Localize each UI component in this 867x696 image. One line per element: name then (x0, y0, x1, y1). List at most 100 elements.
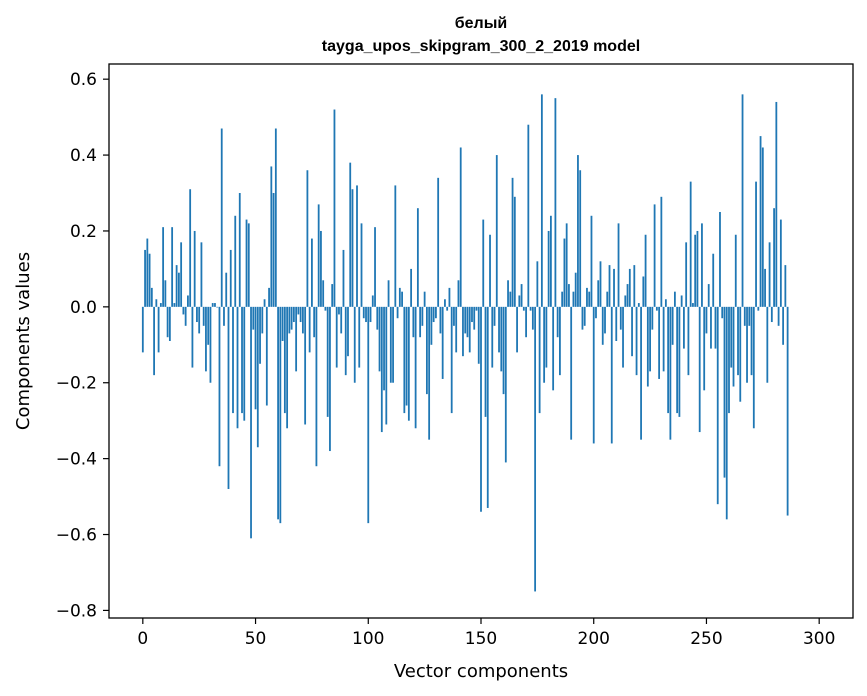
bar (392, 306, 394, 383)
bar (155, 299, 158, 307)
bar (737, 306, 739, 376)
y-tick-label: −0.8 (56, 601, 97, 621)
y-axis-label: Components values (13, 252, 34, 430)
bar (664, 299, 667, 307)
bar (416, 208, 419, 307)
bar (678, 306, 681, 417)
bar (423, 291, 426, 307)
bar (531, 306, 534, 330)
bar (716, 306, 719, 505)
bar (292, 306, 295, 323)
bar (254, 306, 257, 410)
bar (640, 306, 642, 440)
bar (746, 306, 748, 383)
bar (290, 306, 293, 330)
bar (484, 306, 487, 417)
bar (714, 306, 717, 349)
bar (779, 219, 782, 307)
bar (529, 306, 532, 311)
y-tick-label: 0.6 (70, 70, 97, 90)
bar (712, 253, 715, 307)
bar (171, 227, 174, 307)
bar (360, 223, 363, 307)
bar (651, 306, 654, 330)
y-tick-label: −0.6 (56, 526, 97, 546)
bar (180, 242, 183, 307)
bar (552, 306, 555, 391)
bar (283, 306, 286, 414)
bar (703, 306, 706, 391)
bar (141, 306, 144, 353)
bar (644, 234, 647, 307)
bar (543, 306, 546, 383)
bar (764, 268, 766, 307)
bar (739, 306, 742, 402)
bar (374, 227, 376, 307)
bar (378, 306, 381, 372)
bar (232, 306, 234, 414)
bar (732, 306, 735, 387)
bar (268, 287, 270, 307)
bar (547, 230, 550, 307)
bar (333, 109, 336, 307)
bar (752, 306, 755, 429)
bar (274, 128, 277, 307)
bar (252, 306, 255, 330)
bar (615, 306, 618, 341)
bar (748, 306, 751, 326)
bar (516, 306, 518, 353)
bar (775, 101, 778, 307)
bar (786, 306, 789, 516)
bar (223, 306, 225, 326)
bar (642, 276, 645, 307)
bar (444, 299, 446, 307)
bar (250, 306, 252, 539)
bar (777, 306, 780, 326)
bar (324, 306, 327, 311)
bar (646, 306, 649, 387)
bar (196, 306, 198, 323)
bar (710, 306, 712, 349)
bar (610, 306, 613, 444)
bar (243, 306, 246, 421)
bar (261, 306, 264, 334)
bar (326, 306, 329, 417)
bar (407, 306, 410, 421)
bar (347, 306, 349, 357)
bar (522, 306, 525, 311)
bar (349, 162, 352, 307)
bar (455, 306, 458, 353)
bar (628, 268, 631, 307)
bar (662, 306, 665, 372)
bar (491, 306, 494, 368)
bar (173, 303, 176, 307)
bar (277, 306, 279, 520)
bar (202, 306, 205, 326)
bar (761, 147, 764, 307)
bar (655, 306, 658, 311)
bar (227, 306, 230, 489)
bar (414, 306, 417, 429)
y-tick-label: −0.4 (56, 450, 97, 470)
bar (396, 306, 399, 319)
bar (493, 306, 496, 326)
bar (504, 306, 507, 463)
bar (671, 306, 674, 345)
bar (635, 306, 638, 376)
bar (768, 242, 771, 307)
bar (356, 185, 358, 307)
bar (669, 306, 672, 440)
bar (466, 306, 469, 338)
bar (728, 306, 730, 414)
bar (144, 249, 146, 307)
bar (554, 98, 557, 307)
bar (317, 204, 320, 307)
bar (175, 265, 178, 307)
bar (270, 166, 273, 307)
y-axis: −0.8 −0.6 −0.4 −0.2 0.0 0.2 0.4 0.6 (56, 70, 109, 621)
bar (304, 306, 307, 425)
bar (568, 284, 570, 307)
bar (214, 303, 216, 307)
x-tick-label: 100 (352, 629, 384, 649)
bar (617, 223, 620, 307)
